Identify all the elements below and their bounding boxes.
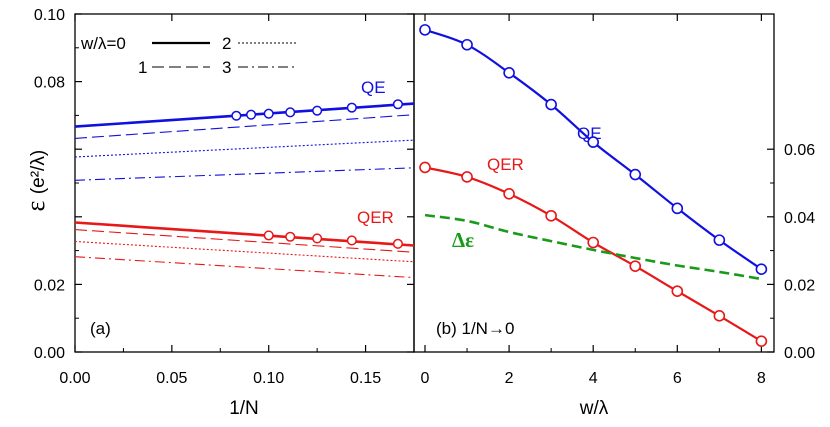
data-point-a-qer bbox=[346, 235, 357, 246]
panel-b-label: (b) 1/N→0 bbox=[436, 319, 514, 338]
data-point-b-qer bbox=[419, 161, 431, 174]
y-tick-label-a: 0.10 bbox=[34, 7, 65, 24]
series-line-b-qer bbox=[424, 166, 762, 343]
annotation-qe-a: QE bbox=[361, 78, 386, 97]
data-point-b-qe bbox=[713, 234, 726, 246]
series-line-a-qer-dashdot bbox=[74, 256, 415, 279]
annotation-qer-a: QER bbox=[357, 208, 394, 227]
y-tick-label-a: 0.08 bbox=[34, 75, 65, 92]
annotation-delta-epsilon: Δε bbox=[452, 228, 474, 252]
x-tick-label-a: 0.05 bbox=[156, 370, 187, 387]
series-layer bbox=[74, 24, 768, 347]
data-point-a-qe bbox=[285, 107, 296, 118]
data-point-b-qer bbox=[629, 260, 642, 272]
data-point-b-qe bbox=[461, 38, 473, 51]
legend-title: w/λ=0 bbox=[80, 34, 126, 53]
data-point-b-qer bbox=[713, 310, 726, 322]
x-tick-label-a: 0.15 bbox=[350, 370, 381, 387]
panel-a-label: (a) bbox=[90, 319, 111, 338]
y-tick-label-b: 0.04 bbox=[784, 210, 815, 227]
data-point-b-qer bbox=[671, 285, 684, 297]
legend-label-1: 1 bbox=[138, 58, 147, 77]
annotation-qer-b: QER bbox=[487, 155, 524, 174]
data-point-b-qe bbox=[503, 67, 515, 79]
legend-label-3: 3 bbox=[222, 58, 231, 77]
x-tick-label-b: 0 bbox=[421, 370, 430, 387]
data-point-a-qer bbox=[263, 230, 274, 241]
data-point-a-qe bbox=[246, 109, 257, 120]
y-tick-label-a: 0.00 bbox=[34, 345, 65, 362]
series-line-a-qer-dotted bbox=[74, 240, 415, 263]
data-point-b-qe bbox=[755, 263, 768, 275]
data-point-a-qer bbox=[285, 231, 296, 242]
y-axis-symbol: ε bbox=[21, 200, 50, 211]
data-point-a-qer bbox=[312, 233, 323, 244]
data-point-b-qer bbox=[587, 236, 599, 249]
legend-label-2: 2 bbox=[222, 34, 231, 53]
series-line-a-qe-solid bbox=[74, 102, 415, 128]
data-point-b-qer bbox=[755, 335, 768, 347]
x-tick-label-b: 8 bbox=[757, 370, 766, 387]
y-tick-label-b: 0.06 bbox=[784, 142, 815, 159]
series-line-a-qe-dashed bbox=[74, 114, 415, 139]
ticks-layer: 0.00 0.02 0.08 0.10 0.00 0.05 0.10 0.15 0 2 4 6 8 0.0… bbox=[34, 7, 815, 387]
legend: w/λ=0 2 1 3 bbox=[80, 34, 298, 77]
x-tick-label-a: 0.00 bbox=[59, 370, 90, 387]
data-point-b-qe bbox=[587, 136, 599, 148]
series-line-a-qer-solid bbox=[74, 221, 415, 247]
data-point-b-qe bbox=[545, 98, 557, 111]
data-point-a-qe bbox=[392, 99, 403, 110]
x-tick-label-b: 2 bbox=[505, 370, 514, 387]
series-line-b-qe bbox=[424, 28, 763, 271]
data-point-a-qe bbox=[312, 105, 323, 116]
y-tick-label-a: 0.02 bbox=[34, 277, 65, 294]
y-tick-label-b: 0.02 bbox=[784, 277, 815, 294]
data-point-a-qer bbox=[392, 238, 403, 249]
data-point-b-qe bbox=[629, 168, 642, 181]
data-point-a-qe bbox=[231, 110, 242, 121]
data-point-b-qe bbox=[671, 202, 684, 215]
series-line-a-qe-dashdot bbox=[74, 167, 415, 181]
x-tick-label-b: 6 bbox=[673, 370, 682, 387]
data-point-a-qe bbox=[263, 108, 274, 119]
x-axis-label-b: w/λ bbox=[579, 398, 609, 419]
x-tick-label-b: 4 bbox=[589, 370, 598, 387]
data-point-b-qer bbox=[503, 188, 515, 200]
data-point-b-qe bbox=[419, 24, 431, 36]
panel-b-frame bbox=[413, 13, 775, 353]
x-axis-label-a: 1/N bbox=[229, 398, 259, 419]
x-tick-label-a: 0.10 bbox=[253, 370, 284, 387]
y-axis-units: (e²/λ) bbox=[28, 150, 49, 194]
panel-a-frame bbox=[74, 13, 415, 353]
data-point-b-qer bbox=[545, 209, 557, 222]
data-point-a-qe bbox=[346, 102, 357, 113]
series-line-b-delta bbox=[424, 213, 762, 281]
series-line-a-qe-dotted bbox=[74, 139, 415, 158]
y-axis-label: ε (e²/λ) bbox=[21, 150, 50, 212]
y-tick-label-b: 0.00 bbox=[784, 345, 815, 362]
data-point-b-qer bbox=[461, 171, 473, 183]
series-line-a-qer-dashed bbox=[74, 229, 415, 253]
